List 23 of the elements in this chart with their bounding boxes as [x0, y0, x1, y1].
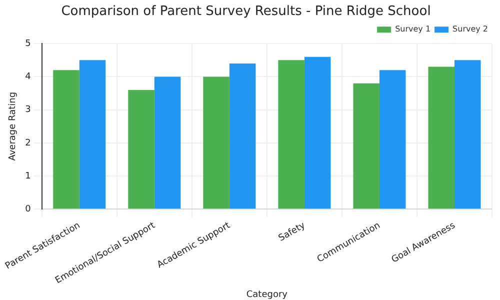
bar: [428, 66, 454, 209]
bar: [128, 90, 154, 209]
bar: [229, 63, 256, 209]
legend-label: Survey 2: [452, 24, 488, 34]
bar: [379, 70, 406, 209]
y-tick-label: 5: [25, 38, 31, 49]
y-tick-label: 0: [25, 204, 32, 215]
y-tick-label: 2: [25, 138, 31, 148]
bar: [53, 70, 80, 209]
bar: [154, 76, 181, 209]
bar: [79, 60, 106, 209]
bar: [454, 60, 481, 209]
y-tick-label: 3: [25, 105, 31, 116]
y-axis-title: Average Rating: [8, 92, 18, 161]
bar: [353, 83, 380, 209]
bar: [304, 56, 331, 209]
y-tick-label: 4: [25, 72, 32, 82]
chart-title: Comparison of Parent Survey Results - Pine Ridge School: [61, 4, 431, 20]
legend-label: Survey 1: [395, 24, 431, 34]
bar: [203, 76, 230, 209]
y-tick-label: 1: [25, 171, 31, 182]
x-axis-title: Category: [246, 290, 288, 300]
bar: [278, 60, 304, 209]
